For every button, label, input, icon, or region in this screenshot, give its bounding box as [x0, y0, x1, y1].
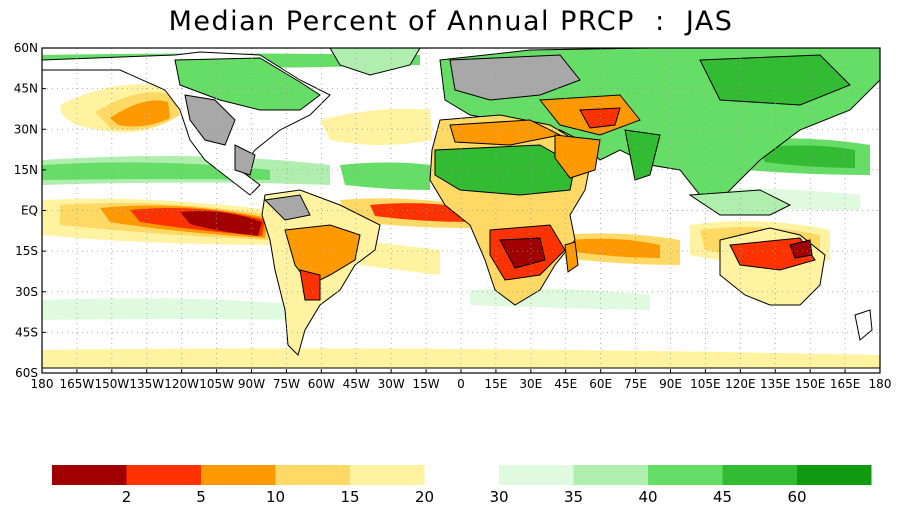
legend-label: 15 — [340, 488, 359, 506]
lat-tick-label: 30S — [15, 285, 38, 299]
legend-swatch — [52, 465, 127, 485]
lon-tick-label: 165W — [60, 377, 95, 391]
lon-tick-label: 180 — [31, 377, 54, 391]
lon-tick-label: 30W — [378, 377, 405, 391]
madagascar — [564, 241, 579, 273]
lon-tick-label: 90W — [238, 377, 265, 391]
legend-label: 35 — [564, 488, 583, 506]
lon-tick-label: 60W — [308, 377, 335, 391]
color-legend: 2 5 10 15 20 30 35 40 45 60 — [52, 465, 872, 506]
legend-label: 60 — [787, 488, 806, 506]
map-title: Median Percent of Annual PRCP : JAS — [168, 6, 734, 37]
lat-lon-grid — [42, 48, 880, 373]
legend-label: 30 — [489, 488, 508, 506]
lat-tick-label: 30N — [14, 122, 38, 136]
longitude-axis: 180 165W 150W 135W 120W 105W 90W 75W 60W 45W 30W 15… — [31, 369, 892, 391]
legend-label: 45 — [713, 488, 732, 506]
lat-tick-label: 45N — [14, 82, 38, 96]
ocean-shading — [42, 53, 880, 373]
legend-swatch — [648, 465, 723, 485]
lon-tick-label: 15E — [484, 377, 507, 391]
legend-label: 5 — [196, 488, 206, 506]
legend-label: 40 — [638, 488, 657, 506]
lat-tick-label: 15S — [15, 244, 38, 258]
latitude-axis: 60N 45N 30N 15N EQ 15S 30S 45S 60S — [14, 41, 46, 380]
lon-tick-label: 105E — [690, 377, 721, 391]
legend-swatch — [797, 465, 872, 485]
legend-swatch — [424, 465, 499, 485]
legend-swatch — [201, 465, 276, 485]
lon-tick-label: 45W — [343, 377, 370, 391]
lon-tick-label: 120E — [725, 377, 756, 391]
legend-label: 10 — [266, 488, 285, 506]
legend-label: 2 — [122, 488, 132, 506]
lon-tick-label: 135E — [760, 377, 791, 391]
legend-swatch — [499, 465, 574, 485]
lon-tick-label: 45E — [554, 377, 577, 391]
lon-tick-label: 90E — [659, 377, 682, 391]
legend-swatch — [126, 465, 201, 485]
legend-swatch — [722, 465, 797, 485]
lon-tick-label: 150W — [94, 377, 129, 391]
lon-tick-label: 60E — [589, 377, 612, 391]
lon-tick-label: 135W — [129, 377, 164, 391]
lon-tick-label: 75W — [273, 377, 300, 391]
lat-tick-label: 60N — [14, 41, 38, 55]
lon-tick-label: 180 — [869, 377, 892, 391]
lon-tick-label: 165E — [830, 377, 861, 391]
lon-tick-label: 105W — [199, 377, 234, 391]
legend-swatch — [573, 465, 648, 485]
lat-tick-label: 45S — [15, 325, 38, 339]
lat-tick-label: 60S — [15, 366, 38, 380]
lon-tick-label: 150E — [795, 377, 826, 391]
lon-tick-label: 0 — [457, 377, 465, 391]
greenland — [329, 48, 421, 76]
lon-tick-label: 75E — [624, 377, 647, 391]
lat-tick-label: 15N — [14, 163, 38, 177]
maritime-continent — [688, 189, 792, 216]
lon-tick-label: 15W — [413, 377, 440, 391]
legend-swatch — [350, 465, 425, 485]
legend-swatch — [275, 465, 350, 485]
lon-tick-label: 120W — [164, 377, 199, 391]
lat-tick-label: EQ — [21, 204, 38, 218]
legend-label: 20 — [415, 488, 434, 506]
lon-tick-label: 30E — [519, 377, 542, 391]
